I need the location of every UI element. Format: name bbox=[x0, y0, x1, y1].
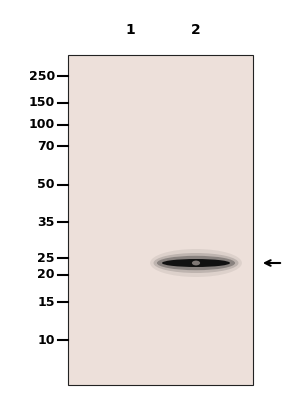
Text: 25: 25 bbox=[37, 252, 55, 264]
Text: 70: 70 bbox=[37, 140, 55, 152]
Ellipse shape bbox=[192, 261, 200, 266]
Text: 1: 1 bbox=[125, 23, 135, 37]
Text: 250: 250 bbox=[29, 70, 55, 82]
Text: 2: 2 bbox=[191, 23, 201, 37]
Text: 20: 20 bbox=[37, 268, 55, 282]
Ellipse shape bbox=[157, 256, 235, 270]
Text: 15: 15 bbox=[37, 296, 55, 308]
Ellipse shape bbox=[162, 259, 230, 267]
Text: 35: 35 bbox=[38, 216, 55, 228]
Text: 100: 100 bbox=[29, 118, 55, 132]
Text: 150: 150 bbox=[29, 96, 55, 110]
Text: 10: 10 bbox=[37, 334, 55, 346]
Text: 50: 50 bbox=[37, 178, 55, 192]
Bar bbox=[68, 55, 253, 385]
Ellipse shape bbox=[153, 253, 239, 273]
Ellipse shape bbox=[150, 249, 242, 277]
